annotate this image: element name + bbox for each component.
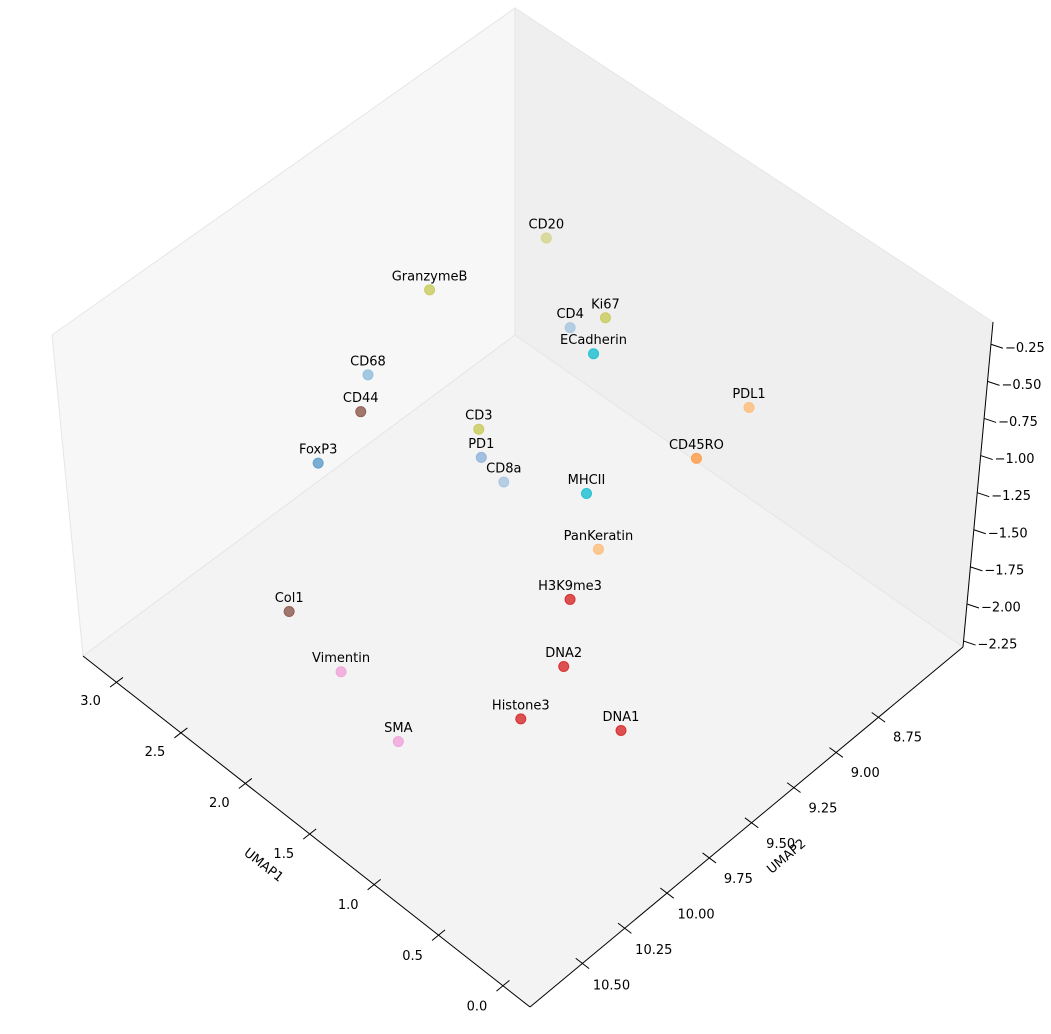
point-label: Ki67	[591, 297, 620, 312]
x-tick	[109, 677, 124, 688]
y-tick	[617, 922, 632, 934]
point-label: PDL1	[732, 387, 765, 402]
z-tick-label: −1.75	[984, 563, 1024, 578]
point-label: PD1	[468, 437, 494, 452]
point	[424, 284, 436, 296]
point	[564, 322, 576, 334]
y-tick	[702, 852, 717, 864]
x-tick	[238, 778, 253, 789]
y-tick-label: 10.50	[593, 978, 630, 993]
point-label: PanKeratin	[564, 529, 634, 544]
point-label: DNA2	[545, 646, 582, 661]
point	[615, 725, 627, 737]
point-label: CD8a	[486, 462, 521, 477]
z-tick	[977, 492, 990, 498]
point	[580, 488, 592, 500]
point-label: MHCII	[568, 473, 606, 488]
x-tick-label: 2.0	[209, 796, 230, 811]
z-tick-label: −1.00	[995, 452, 1035, 467]
y-tick-label: 9.50	[766, 837, 795, 852]
point	[473, 423, 485, 435]
y-tick-label: 9.25	[808, 801, 837, 816]
point-label: GranzymeB	[392, 269, 468, 284]
point-label: CD4	[556, 307, 583, 322]
point	[283, 606, 295, 618]
point	[599, 312, 611, 324]
x-tick	[302, 828, 317, 840]
x-tick-label: 2.5	[145, 745, 166, 760]
point	[690, 452, 702, 464]
x-axis-line	[82, 655, 531, 1008]
point	[392, 736, 404, 748]
z-tick	[983, 417, 997, 423]
point	[515, 713, 527, 725]
x-tick-label: 0.5	[402, 949, 423, 964]
z-tick-label: −0.25	[1005, 341, 1045, 356]
y-tick	[829, 747, 844, 758]
z-tick	[980, 455, 993, 461]
point-label: Vimentin	[312, 651, 370, 666]
y-tick-label: 10.00	[677, 908, 714, 923]
point-label: Col1	[275, 591, 304, 606]
point	[362, 369, 374, 381]
point-label: Histone3	[492, 698, 550, 713]
z-tick	[973, 529, 986, 535]
y-tick-label: 8.75	[893, 731, 922, 746]
y-tick-label: 10.25	[635, 943, 672, 958]
z-tick-label: −1.50	[988, 526, 1028, 541]
x-tick-label: 0.0	[467, 1000, 488, 1015]
z-tick-label: −2.00	[981, 600, 1021, 615]
point	[355, 406, 367, 418]
x-tick-label: 1.5	[273, 847, 294, 862]
z-tick	[970, 566, 983, 572]
z-tick	[990, 343, 1004, 349]
point	[588, 348, 600, 360]
z-tick-label: −0.50	[1002, 378, 1042, 393]
y-tick	[786, 782, 801, 793]
x-tick-label: 1.0	[338, 898, 359, 913]
z-tick-label: −0.75	[998, 415, 1038, 430]
point-label: H3K9me3	[538, 579, 602, 594]
y-tick	[659, 887, 675, 899]
point-label: SMA	[384, 721, 412, 736]
point-label: FoxP3	[299, 443, 337, 458]
z-tick-label: −1.25	[991, 489, 1031, 504]
y-tick	[575, 957, 590, 969]
point-label: CD20	[529, 217, 565, 232]
y-tick-label: 9.75	[724, 872, 753, 887]
y-axis-line	[529, 646, 964, 1008]
y-tick	[871, 712, 886, 723]
y-tick-label: 9.00	[851, 766, 880, 781]
x-tick	[496, 980, 510, 992]
z-tick	[966, 603, 980, 609]
point	[564, 593, 576, 605]
point-label: DNA1	[603, 710, 640, 725]
point	[498, 476, 510, 488]
z-tick	[987, 380, 1000, 386]
point-label: CD45RO	[669, 438, 724, 453]
x-tick	[174, 727, 188, 739]
point-label: CD3	[465, 409, 492, 424]
point	[475, 451, 487, 463]
y-tick	[744, 817, 759, 829]
z-axis-line	[962, 321, 994, 648]
point	[743, 401, 755, 413]
z-tick	[963, 640, 976, 646]
point-label: ECadherin	[560, 333, 627, 348]
point	[592, 543, 604, 555]
point-label: CD44	[343, 391, 379, 406]
z-tick-label: −2.25	[978, 638, 1018, 653]
x-tick	[367, 879, 381, 891]
x-tick	[431, 929, 446, 941]
point	[312, 457, 324, 469]
point	[540, 232, 552, 244]
point-label: CD68	[350, 354, 386, 369]
point	[558, 661, 570, 673]
point	[335, 666, 347, 678]
x-tick-label: 3.0	[80, 694, 101, 709]
